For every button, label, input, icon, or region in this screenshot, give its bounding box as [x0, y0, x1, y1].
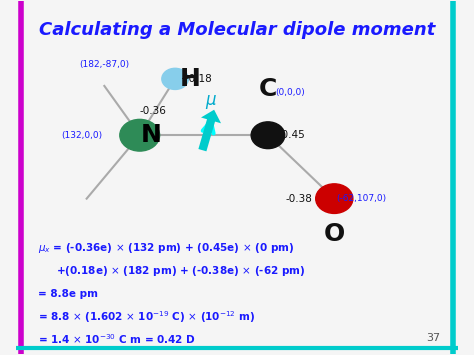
Text: = 8.8e pm: = 8.8e pm — [38, 289, 98, 299]
Text: (0,0,0): (0,0,0) — [275, 88, 305, 98]
Text: +0.45: +0.45 — [274, 130, 306, 140]
Text: Calculating a Molecular dipole moment: Calculating a Molecular dipole moment — [39, 21, 435, 39]
Circle shape — [162, 68, 188, 89]
Text: H: H — [180, 67, 201, 91]
Text: $\mu_x$ = (-0.36e) $\times$ (132 pm) + (0.45e) $\times$ (0 pm): $\mu_x$ = (-0.36e) $\times$ (132 pm) + (… — [38, 241, 294, 255]
Text: = 8.8 $\times$ (1.602 $\times$ 10$^{-19}$ C) $\times$ (10$^{-12}$ m): = 8.8 $\times$ (1.602 $\times$ 10$^{-19}… — [38, 309, 255, 324]
Circle shape — [316, 184, 353, 213]
Text: +0.18: +0.18 — [182, 74, 213, 84]
Text: +(0.18e) $\times$ (182 pm) + (-0.38e) $\times$ (-62 pm): +(0.18e) $\times$ (182 pm) + (-0.38e) $\… — [38, 264, 305, 278]
Text: N: N — [140, 123, 161, 147]
Text: O: O — [324, 222, 345, 246]
Text: (132,0,0): (132,0,0) — [62, 131, 103, 140]
Text: 37: 37 — [426, 333, 440, 343]
Text: -0.36: -0.36 — [139, 105, 166, 116]
Circle shape — [251, 122, 285, 149]
Text: μ: μ — [205, 91, 216, 109]
Text: (182,-87,0): (182,-87,0) — [79, 60, 129, 69]
Text: -0.38: -0.38 — [285, 193, 312, 204]
Circle shape — [120, 119, 160, 151]
Text: (-62,107,0): (-62,107,0) — [336, 194, 386, 203]
Text: C: C — [259, 77, 277, 102]
Text: = 1.4 $\times$ 10$^{-30}$ C m = 0.42 D: = 1.4 $\times$ 10$^{-30}$ C m = 0.42 D — [38, 333, 196, 346]
